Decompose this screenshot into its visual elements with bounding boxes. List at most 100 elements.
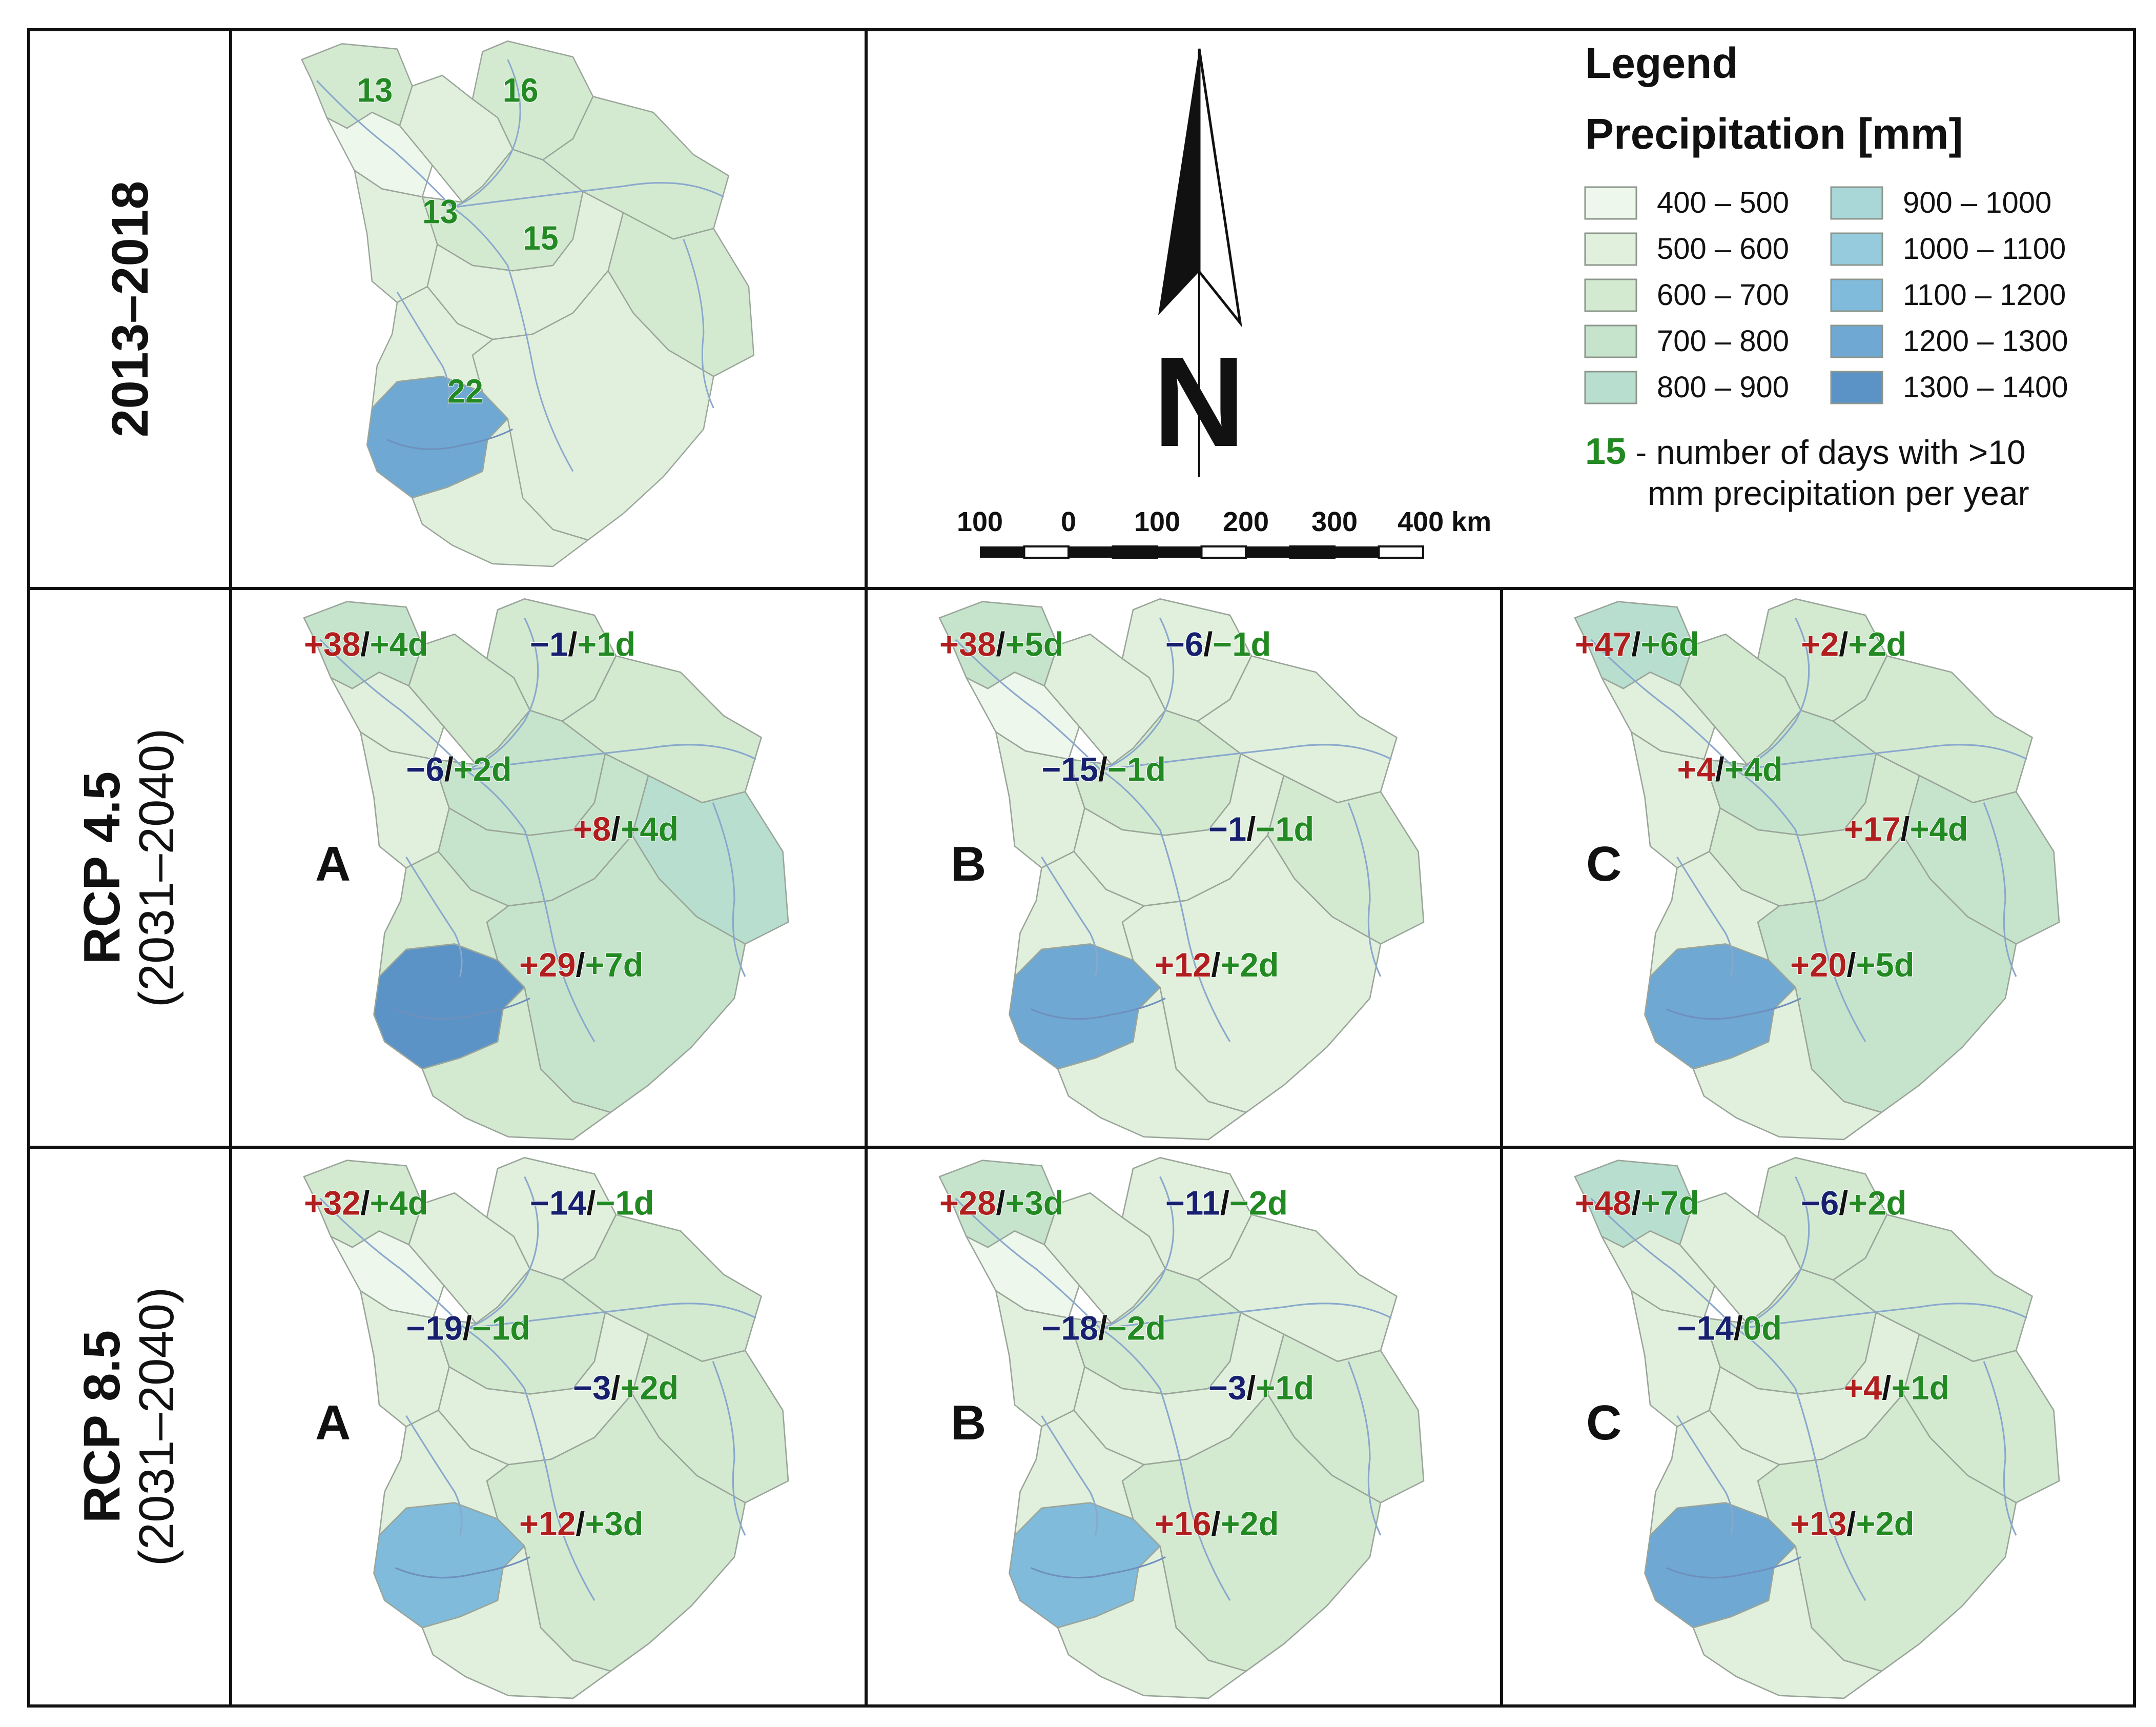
precip-change: −1 (1208, 810, 1246, 848)
days-change: −1d (1213, 625, 1271, 663)
scenario-river-1 (319, 1197, 596, 1601)
separator: / (1839, 1184, 1848, 1222)
scenario-subbasin-4 (408, 633, 531, 765)
row-label-baseline-text: 2013–2018 (101, 181, 159, 438)
legend-range-label: 1300 – 1400 (1903, 371, 2068, 404)
days-change: −1d (472, 1309, 530, 1347)
precip-change: +4 (1677, 750, 1716, 788)
scenario-subbasin-4 (1679, 1192, 1802, 1324)
change-label: −11/−2d (1165, 1184, 1288, 1222)
separator: / (1846, 946, 1856, 984)
days-change: +4d (370, 625, 428, 663)
scenario-map: +48/+7d −6/+2d−14/0d+4/+1d+13/+2d (1574, 1156, 2060, 1699)
separator: / (576, 946, 585, 984)
change-label: −6/−1d (1165, 625, 1271, 663)
precip-change: −15 (1042, 750, 1098, 788)
days-change: −1d (1107, 750, 1166, 788)
days-change: +4d (620, 810, 679, 848)
scale-tick-label: 100 (1134, 506, 1180, 537)
precip-change: −6 (406, 750, 444, 788)
scenario-subbasin-12 (378, 1409, 611, 1699)
days-change: −2d (1229, 1184, 1288, 1222)
scenario-river-6 (405, 856, 463, 977)
change-label: −3/+1d (1208, 1369, 1314, 1407)
scenario-river-2 (1736, 617, 1810, 771)
days-change: +6d (1641, 625, 1699, 663)
days-change: +2d (620, 1369, 679, 1407)
scenario-map: +28/+3d −11/−2d−18/−2d−3/+1d+16/+2d (938, 1156, 1425, 1699)
north-arrow-light-half (1198, 48, 1242, 328)
baseline-river-2 (452, 59, 521, 209)
change-label: −14/0d (1677, 1309, 1782, 1347)
days-change: +3d (585, 1505, 644, 1542)
baseline-days-label: 16 (503, 71, 539, 109)
baseline-days-label: 15 (523, 219, 559, 257)
scenario-river-3 (1736, 1303, 2027, 1330)
legend-range-label: 600 – 700 (1657, 278, 1789, 312)
scenario-subbasin-12 (378, 850, 611, 1141)
scale-tick-label: 0 (1061, 506, 1076, 537)
separator: / (1846, 1505, 1856, 1542)
separator: / (463, 1309, 472, 1347)
separator: / (1203, 625, 1213, 663)
precip-change: +8 (573, 810, 611, 848)
baseline-river-3 (452, 181, 724, 209)
change-label: −1/−1d (1208, 810, 1314, 848)
baseline-days-label: 13 (357, 71, 393, 109)
change-label: +4/+1d (1844, 1369, 1949, 1407)
panel-grid (27, 28, 2136, 1708)
precip-change: −19 (406, 1309, 463, 1347)
separator: / (1734, 1309, 1743, 1347)
precip-change: −3 (1208, 1369, 1246, 1407)
separator: / (1839, 625, 1848, 663)
scenario-river-4 (712, 1361, 746, 1536)
legend-swatch (1830, 186, 1883, 220)
change-label: +38/+5d (939, 625, 1064, 663)
change-label: +12/+3d (519, 1505, 644, 1542)
scenario-panel-rcp45-b: B+38/+5d −6/−1d−15/−1d−1/−1d+12/+2d (938, 598, 1425, 1141)
change-label: −14/−1d (530, 1184, 654, 1222)
baseline-subbasin-12 (371, 286, 589, 567)
change-label: +48/+7d (1575, 1184, 1699, 1222)
scenario-map: +32/+4d −14/−1d−19/−1d−3/+2d+12/+3d (303, 1156, 789, 1699)
legend-days-text-1: - number of days with >10 (1626, 433, 2026, 471)
scenario-subbasin-12 (1649, 1409, 1882, 1699)
precip-change: −11 (1165, 1184, 1220, 1222)
legend-range-label: 900 – 1000 (1903, 186, 2051, 219)
separator: / (1098, 1309, 1107, 1347)
scenario-subbasin-4 (408, 1192, 531, 1324)
legend-days-line2: mm precipitation per year (1648, 474, 2029, 512)
baseline-river-5 (386, 428, 514, 450)
days-change: 0d (1743, 1309, 1782, 1347)
days-change: +1d (1256, 1369, 1314, 1407)
legend-range-label: 800 – 900 (1657, 371, 1789, 404)
scenario-river-2 (1736, 1176, 1810, 1330)
legend-range-label: 400 – 500 (1657, 186, 1789, 219)
change-label: −19/−1d (406, 1309, 531, 1347)
scenario-river-6 (1676, 1415, 1734, 1536)
change-label: −6/+2d (406, 750, 512, 788)
legend-swatch (1830, 371, 1883, 404)
change-label: +12/+2d (1155, 946, 1279, 984)
scenario-river-3 (1100, 1303, 1392, 1330)
row-label-rcp85-title: RCP 8.5 (73, 1330, 131, 1523)
precip-change: +13 (1790, 1505, 1846, 1542)
legend-range-label: 1100 – 1200 (1903, 278, 2066, 312)
separator: / (1211, 1505, 1220, 1542)
row-label-rcp45: RCP 4.5 (2031–2040) (73, 728, 184, 1007)
precip-change: −1 (530, 625, 568, 663)
baseline-subbasin-11 (471, 270, 714, 541)
precip-change: +16 (1155, 1505, 1211, 1542)
scenario-subbasin-11 (486, 835, 746, 1113)
legend-title: Legend (1585, 39, 1738, 87)
days-change: +5d (1856, 946, 1915, 984)
scenario-letter: C (1586, 1395, 1621, 1450)
scenario-subbasin-11 (1757, 835, 2017, 1113)
legend-range-label: 1000 – 1100 (1903, 232, 2066, 266)
change-label: +47/+6d (1575, 625, 1699, 663)
scenario-river-4 (1983, 1361, 2017, 1536)
precip-change: −6 (1165, 625, 1203, 663)
scenario-river-2 (465, 1176, 539, 1330)
scenario-subbasin-12 (1649, 850, 1882, 1141)
